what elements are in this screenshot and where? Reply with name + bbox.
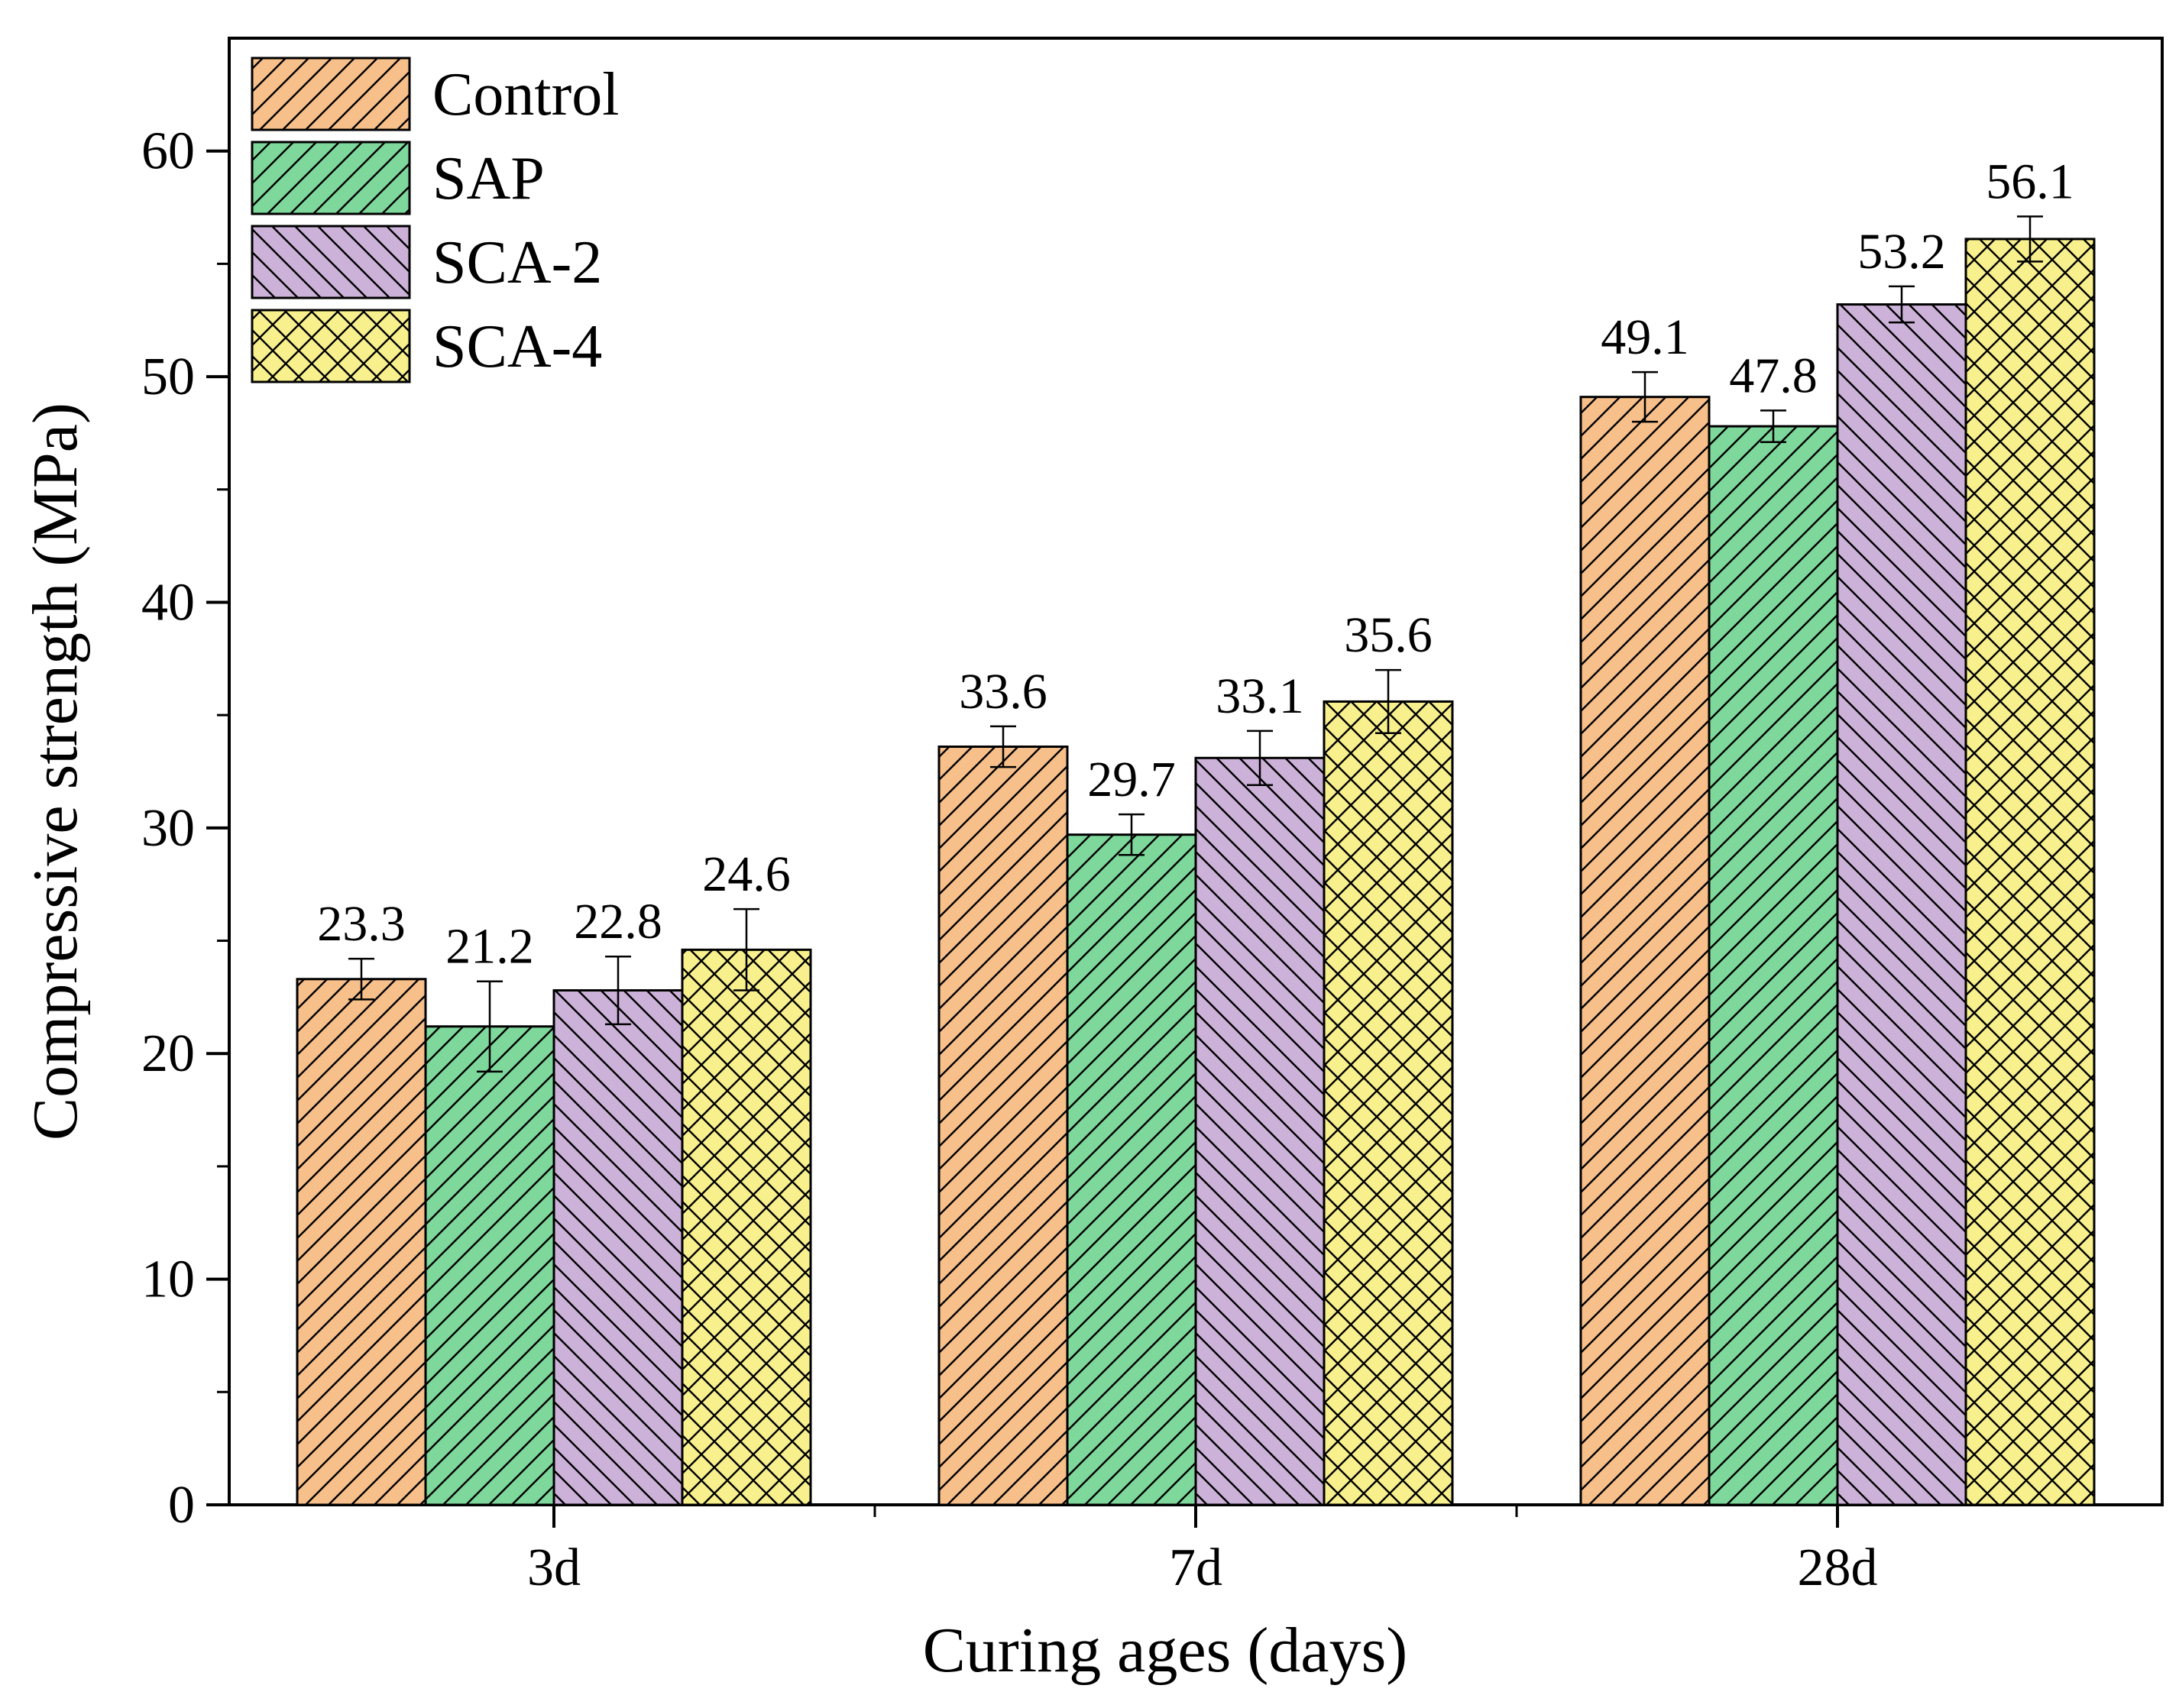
y-tick-label-0: 0 [168,1476,195,1535]
x-axis: 3d 7d 28d [527,1505,1878,1597]
legend-label-sap: SAP [432,145,545,212]
legend-label-sca-2: SCA-2 [432,229,602,296]
data-label-sap-3d: 21.2 [445,919,534,975]
data-label-sca-4-28d: 56.1 [1986,154,2074,209]
data-label-control-28d: 49.1 [1601,309,1689,365]
data-label-sca-2-7d: 33.1 [1216,668,1304,724]
legend-swatch-hatch-sap [251,141,411,215]
data-label-sap-7d: 29.7 [1087,752,1176,807]
data-label-sca-4-7d: 35.6 [1344,607,1433,663]
bar-hatch-sap-7d [1066,833,1197,1506]
y-tick-label-10: 10 [141,1250,195,1309]
legend-swatch-hatch-control [251,57,411,131]
legend-label-sca-4: SCA-4 [432,313,602,380]
y-tick-label-20: 20 [141,1024,195,1083]
y-tick-label-60: 60 [141,122,195,181]
bar-hatch-control-28d [1579,396,1711,1506]
bar-hatch-sca-4-3d [681,948,812,1506]
y-tick-label-40: 40 [141,573,195,632]
bar-hatch-sca-4-7d [1323,700,1454,1506]
data-label-sca-4-3d: 24.6 [702,846,791,902]
data-label-control-7d: 33.6 [959,664,1047,720]
x-axis-title: Curing ages (days) [923,1615,1408,1686]
data-label-sca-2-28d: 53.2 [1857,224,1946,280]
legend-label-control: Control [432,61,619,128]
y-axis: 0 10 20 30 40 50 60 [141,122,229,1535]
legend-swatch-hatch-sca-4 [251,309,411,383]
bar-hatch-sca-2-3d [552,989,684,1506]
y-tick-label-30: 30 [141,799,195,858]
bar-hatch-control-3d [296,978,427,1506]
bar-hatch-sca-2-28d [1836,303,1967,1506]
data-label-control-3d: 23.3 [317,896,406,952]
y-tick-label-50: 50 [141,348,195,406]
data-label-sap-28d: 47.8 [1729,348,1818,403]
bar-hatch-sca-2-7d [1194,756,1326,1506]
x-tick-label-7d: 7d [1169,1538,1222,1597]
bar-hatch-control-7d [937,746,1069,1506]
y-axis-title: Compressive strength (MPa) [20,403,91,1140]
bars-layer: 23.3 33.6 49.1 21.2 29.7 47.8 22.8 33.1 53.2 24.6… [296,154,2096,1506]
legend: Control SAP SCA-2 SCA-4 [251,57,619,383]
legend-swatch-hatch-sca-2 [251,225,411,299]
x-tick-label-3d: 3d [527,1538,581,1597]
bar-hatch-sap-28d [1708,425,1839,1506]
bar-hatch-sca-4-28d [1964,238,2096,1506]
bar-hatch-sap-3d [424,1025,555,1506]
x-tick-label-28d: 28d [1798,1538,1878,1597]
data-label-sca-2-3d: 22.8 [574,894,662,949]
